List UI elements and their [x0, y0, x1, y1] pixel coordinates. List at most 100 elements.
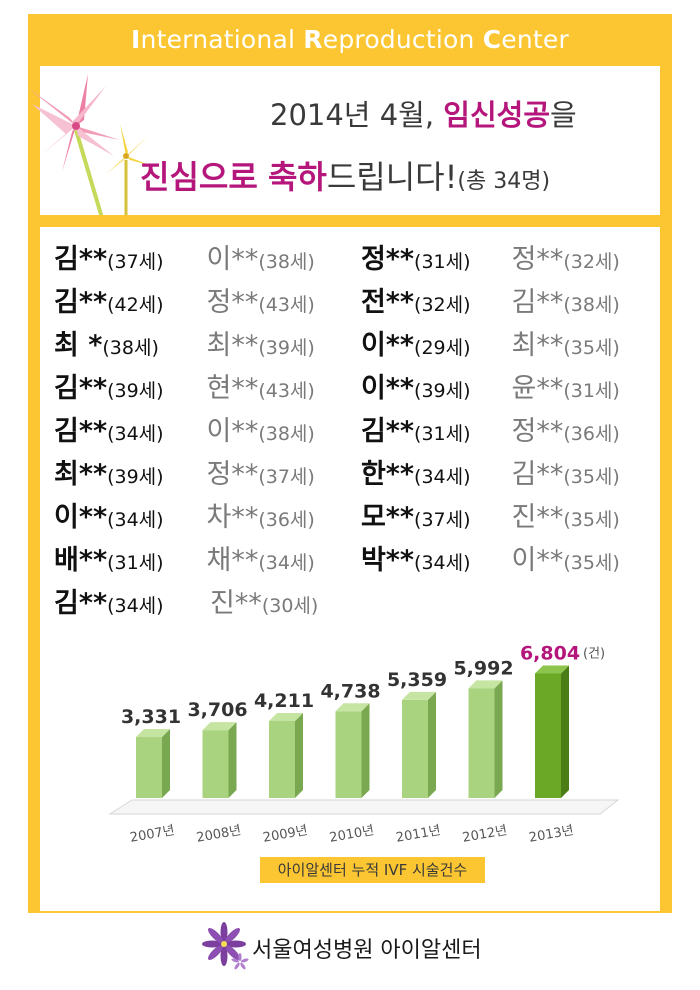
- bar-value-label: 5,992: [453, 657, 513, 679]
- name-entry: 현**(43세): [207, 366, 361, 405]
- headline-sincerely: 진심으로: [140, 158, 258, 196]
- frame-right-edge: [660, 66, 672, 216]
- x-tick-label: 2013년: [528, 823, 575, 846]
- footer: 서울여성병원 아이알센터: [200, 920, 530, 972]
- name-row: 이**(34세) 차**(36세) 모**(37세) 진**(35세): [54, 493, 664, 536]
- patient-age: (34세): [414, 552, 471, 574]
- patient-age: (34세): [107, 509, 164, 531]
- name-entry: 이**(38세): [207, 237, 361, 276]
- chart-caption: 아이알센터 누적 IVF 시술건수: [260, 857, 485, 883]
- patient-initial: 김**: [54, 244, 108, 275]
- patient-age: (35세): [563, 509, 620, 531]
- patient-age: (36세): [258, 509, 315, 531]
- patient-age: (30세): [261, 595, 319, 617]
- name-entry: 김**(42세): [54, 280, 207, 319]
- bar: [402, 699, 428, 798]
- name-entry: 이**(35세): [512, 538, 665, 577]
- patient-initial: 정**: [206, 287, 259, 318]
- patient-initial: 채**: [206, 545, 259, 576]
- name-entry: 한**(34세): [361, 452, 512, 491]
- patient-name-list: 김**(37세) 이**(38세) 정**(31세) 정**(32세) 김**(42세)…: [54, 235, 664, 622]
- bar-side: [295, 712, 303, 798]
- x-tick-label: 2010년: [328, 823, 375, 846]
- patient-age: (39세): [414, 380, 471, 402]
- content-panel: 김**(37세) 이**(38세) 정**(31세) 정**(32세) 김**(42세)…: [28, 215, 672, 913]
- bar-value-label: 5,359: [387, 669, 447, 691]
- patient-initial: 김**: [511, 459, 564, 490]
- word-reproduction: eproduction: [322, 25, 483, 54]
- patient-initial: 이**: [206, 416, 259, 447]
- bar: [468, 688, 495, 798]
- patient-age: (29세): [414, 337, 471, 359]
- name-entry: 최 *(38세): [54, 323, 207, 362]
- name-row: 김**(34세) 이**(38세) 김**(31세) 정**(36세): [54, 407, 664, 450]
- patient-age: (31세): [414, 251, 471, 273]
- patient-initial: 최**: [54, 459, 108, 490]
- name-entry: 박**(34세): [361, 538, 512, 577]
- initial-r: R: [303, 25, 323, 54]
- patient-initial: 최**: [511, 330, 564, 361]
- patient-age: (36세): [563, 423, 620, 445]
- patient-initial: 김**: [511, 287, 564, 318]
- patient-initial: 박**: [360, 545, 415, 576]
- initial-i: I: [131, 25, 141, 54]
- name-entry: 김**(34세): [54, 581, 210, 620]
- patient-initial: 모**: [360, 502, 415, 533]
- patient-initial: 이**: [511, 545, 564, 576]
- center-name: International Reproduction Center: [28, 14, 672, 66]
- patient-age: (42세): [107, 294, 164, 316]
- name-entry: 정**(31세): [361, 237, 512, 276]
- x-tick-label: 2012년: [461, 823, 508, 846]
- patient-age: (34세): [107, 423, 164, 445]
- patient-age: (35세): [563, 337, 620, 359]
- bar-top: [402, 691, 436, 700]
- patient-age: (35세): [563, 552, 620, 574]
- name-row: 김**(37세) 이**(38세) 정**(31세) 정**(32세): [54, 235, 664, 278]
- patient-initial: 진**: [511, 502, 564, 533]
- bar-top: [136, 729, 170, 738]
- bar: [335, 711, 362, 798]
- bar-side: [162, 729, 170, 798]
- patient-initial: 이**: [360, 373, 415, 404]
- name-entry: 전**(32세): [361, 280, 512, 319]
- patient-initial: 배**: [54, 545, 108, 576]
- patient-age: (31세): [107, 552, 164, 574]
- name-entry: 진**(35세): [512, 495, 665, 534]
- patient-initial: 진**: [210, 588, 262, 619]
- bar-value-label: 4,211: [254, 690, 314, 712]
- patient-age: (34세): [107, 595, 164, 617]
- patient-age: (38세): [258, 251, 315, 273]
- headline-space: [258, 158, 268, 196]
- word-international: nternational: [140, 25, 304, 54]
- name-entry: 진**(30세): [210, 581, 368, 620]
- name-row: 배**(31세) 채** (34세) 박**(34세) 이**(35세): [54, 536, 664, 579]
- initial-c: C: [482, 25, 502, 54]
- content-panel-inner: 김**(37세) 이**(38세) 정**(31세) 정**(32세) 김**(42세)…: [40, 227, 660, 911]
- x-tick-label: 2011년: [395, 823, 442, 846]
- name-row: 김**(42세) 정**(43세) 전**(32세) 김**(38세): [54, 278, 664, 321]
- patient-age: (32세): [563, 251, 620, 273]
- name-entry: 모**(37세): [361, 495, 512, 534]
- name-row: 최 *(38세) 최**(39세) 이**(29세) 최**(35세): [54, 321, 664, 364]
- headline-date: 2014년 4월,: [270, 98, 444, 132]
- x-tick-label: 2009년: [262, 823, 309, 846]
- bar-side: [494, 680, 503, 798]
- patient-initial: 김**: [54, 373, 108, 404]
- headline-pregnancy-success: 임신성공: [443, 98, 551, 132]
- patient-initial: 한**: [360, 459, 415, 490]
- patient-age: (43세): [258, 380, 315, 402]
- patient-initial: 이**: [360, 330, 415, 361]
- patient-initial: 최 *: [54, 330, 103, 361]
- name-row: 김**(34세) 진**(30세): [54, 579, 664, 622]
- patient-initial: 이**: [206, 244, 259, 275]
- flower-logo-icon: [202, 922, 249, 970]
- name-entry: 차**(36세): [207, 495, 361, 534]
- name-entry: 김**(38세): [512, 280, 665, 319]
- patient-initial: 정**: [511, 244, 564, 275]
- name-entry: 정**(37세): [207, 452, 361, 491]
- headline-particle: 을: [550, 98, 577, 132]
- patient-age: (39세): [107, 380, 164, 402]
- pinwheel-icon: [28, 74, 152, 218]
- name-entry: 최**(35세): [512, 323, 665, 362]
- name-entry: 김**(39세): [54, 366, 207, 405]
